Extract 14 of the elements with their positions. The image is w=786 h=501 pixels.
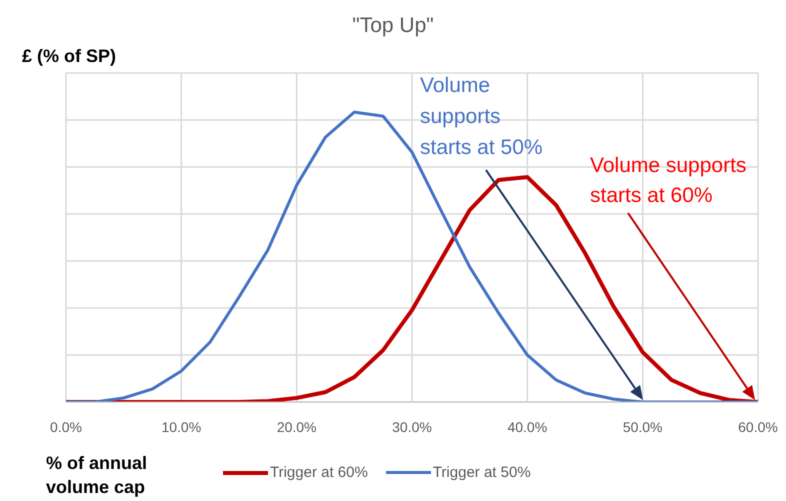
chart-title: "Top Up" [351, 14, 435, 38]
x-tick-label: 0.0% [50, 418, 82, 435]
x-tick-label: 60.0% [738, 418, 778, 435]
legend-label: Trigger at 50% [432, 464, 531, 481]
x-tick-label: 40.0% [507, 418, 548, 435]
x-tick-label: 10.0% [161, 418, 202, 435]
legend-label: Trigger at 60% [270, 464, 368, 481]
annotation: Volume supports starts at 50% [420, 74, 543, 159]
x-axis-title: % of annual volume cap [46, 452, 148, 499]
x-tick-label: 30.0% [392, 418, 432, 435]
y-axis-title: £ (% of SP) [22, 46, 116, 67]
x-tick-label: 20.0% [276, 418, 317, 435]
annotation: Volume supports starts at 60% [590, 154, 746, 207]
x-tick-label: 50.0% [622, 418, 663, 435]
